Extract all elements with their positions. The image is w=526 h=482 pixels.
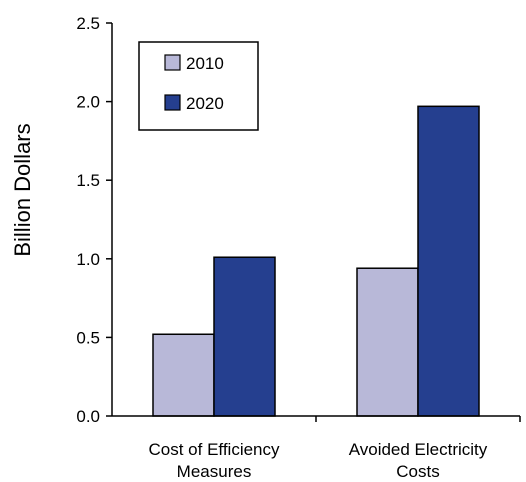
y-tick-label: 2.0 bbox=[76, 93, 100, 112]
x-tick-label: Avoided Electricity bbox=[349, 440, 488, 459]
legend-swatch bbox=[164, 94, 181, 111]
y-axis: 0.0 0.5 1.0 1.5 2.0 2.5 bbox=[76, 14, 113, 426]
y-tick-label: 0.5 bbox=[76, 328, 100, 347]
y-tick-label: 1.0 bbox=[76, 250, 100, 269]
bars bbox=[152, 105, 480, 417]
y-tick-label: 1.5 bbox=[76, 171, 100, 190]
legend-box bbox=[138, 41, 259, 131]
bar-2010-0 bbox=[152, 333, 215, 417]
legend-label: 2020 bbox=[186, 94, 224, 113]
x-tick-label: Cost of Efficiency bbox=[148, 440, 280, 459]
bar-2010-1 bbox=[356, 267, 419, 417]
y-tick-label: 2.5 bbox=[76, 14, 100, 33]
x-axis: Cost of Efficiency Measures Avoided Electr… bbox=[112, 415, 521, 481]
legend-label: 2010 bbox=[186, 54, 224, 73]
x-tick-label: Costs bbox=[396, 462, 439, 481]
bar-2020-1 bbox=[417, 105, 480, 417]
y-tick-label: 0.0 bbox=[76, 407, 100, 426]
y-axis-title: Billion Dollars bbox=[10, 123, 35, 256]
legend: 2010 2020 bbox=[138, 41, 259, 131]
x-tick-label: Measures bbox=[177, 462, 252, 481]
legend-swatch bbox=[164, 54, 181, 71]
bar-2020-0 bbox=[213, 256, 276, 417]
